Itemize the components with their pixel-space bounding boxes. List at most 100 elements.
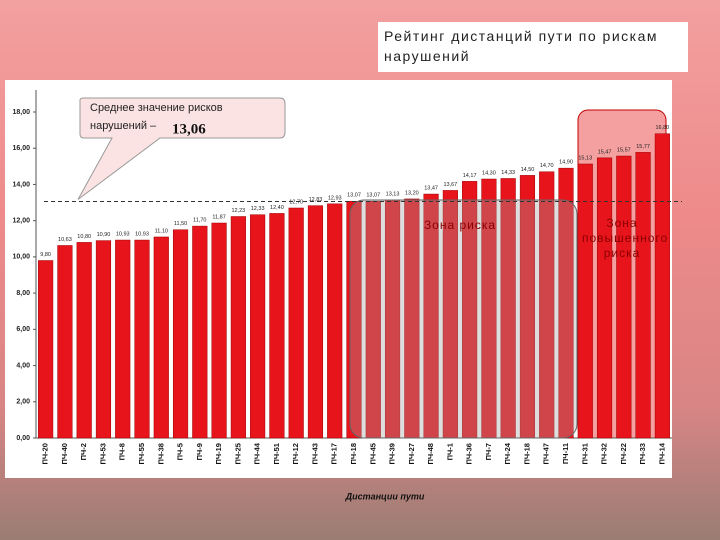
bar: [211, 222, 227, 439]
x-tick-label: ПЧ-19: [214, 443, 223, 465]
x-tick-label: ПЧ-51: [272, 443, 281, 465]
bar: [134, 239, 150, 439]
x-tick-label: ПЧ-32: [600, 443, 609, 465]
bar: [172, 229, 189, 439]
value-label: 14,17: [463, 173, 477, 179]
value-label: 12,33: [251, 206, 265, 212]
x-tick-label: ПЧ-33: [638, 443, 647, 465]
value-label: 12,40: [270, 205, 284, 211]
y-tick-label: 16,00: [12, 145, 30, 152]
x-tick-label: ПЧ-55: [137, 443, 146, 465]
y-tick-label: 2,00: [16, 399, 30, 406]
x-tick-label: ПЧ-17: [330, 443, 339, 465]
y-tick-label: 0,00: [16, 435, 30, 442]
x-tick-label: ПЧ-20: [41, 443, 50, 465]
y-tick-label: 12,00: [12, 218, 30, 225]
value-label: 15,57: [617, 147, 631, 153]
x-tick-label: ПЧ-8: [118, 443, 127, 460]
bar: [327, 203, 343, 439]
y-tick-label: 10,00: [12, 254, 30, 261]
x-tick-label: ПЧ-22: [619, 443, 628, 465]
bar: [596, 157, 613, 439]
value-label: 13,20: [405, 190, 419, 196]
x-tick-label: ПЧ-2: [79, 443, 88, 460]
x-tick-label: ПЧ-14: [657, 442, 666, 464]
zone-label: Зона повышенного риска: [582, 216, 669, 260]
chart-title: Рейтинг дистанций пути по рискам нарушен…: [378, 22, 688, 72]
value-label: 16,80: [655, 125, 669, 131]
x-tick-label: ПЧ-31: [580, 443, 589, 465]
value-label: 15,47: [598, 149, 612, 155]
x-tick-label: ПЧ-53: [98, 443, 107, 465]
bar: [577, 163, 593, 439]
x-tick-label: ПЧ-47: [542, 443, 551, 465]
x-tick-label: ПЧ-1: [445, 443, 454, 460]
bar: [635, 152, 651, 439]
value-label: 10,80: [77, 234, 91, 240]
value-label: 14,30: [482, 170, 496, 176]
value-label: 15,77: [636, 144, 650, 150]
value-label: 14,33: [501, 170, 515, 176]
bar: [57, 245, 73, 439]
value-label: 13,67: [443, 182, 457, 188]
bar: [288, 207, 304, 439]
value-label: 10,90: [97, 232, 111, 238]
x-tick-label: ПЧ-18: [349, 443, 358, 465]
value-label: 10,93: [135, 231, 149, 237]
value-label: 12,83: [309, 197, 323, 203]
bar: [307, 205, 324, 439]
x-tick-label: ПЧ-39: [388, 443, 397, 465]
mean-text: Среднее значение рисков нарушений –: [90, 102, 223, 132]
value-label: 14,50: [521, 167, 535, 173]
mean-text-line: Среднее значение рисков: [90, 102, 223, 114]
value-label: 11,87: [212, 214, 225, 220]
value-label: 14,70: [540, 163, 554, 169]
bar: [250, 214, 266, 439]
value-label: 12,93: [328, 195, 342, 201]
value-label: 13,07: [347, 193, 361, 199]
x-tick-label: ПЧ-25: [233, 443, 242, 465]
bar: [115, 239, 131, 439]
value-label: 10,63: [58, 237, 72, 243]
value-label: 15,13: [578, 155, 592, 161]
mean-text-line: нарушений –: [90, 120, 157, 132]
x-tick-label: ПЧ-12: [291, 443, 300, 465]
bar: [192, 225, 208, 439]
bar: [38, 260, 54, 439]
x-tick-label: ПЧ-7: [484, 443, 493, 460]
value-label: 11,50: [174, 221, 187, 227]
y-tick-label: 4,00: [16, 362, 30, 369]
x-tick-label: ПЧ-43: [310, 443, 319, 465]
y-tick-label: 18,00: [12, 109, 30, 116]
x-tick-label: ПЧ-18: [522, 443, 531, 465]
bar: [95, 240, 112, 439]
risk-zone: [349, 199, 578, 439]
y-tick-label: 8,00: [16, 290, 30, 297]
value-label: 12,23: [231, 208, 245, 214]
x-tick-label: ПЧ-38: [156, 443, 165, 465]
bar: [230, 216, 246, 439]
x-tick-label: ПЧ-27: [407, 443, 416, 465]
value-label: 10,93: [116, 231, 130, 237]
x-tick-label: ПЧ-45: [368, 443, 377, 465]
value-label: 13,07: [366, 193, 380, 199]
bar: [153, 236, 169, 439]
value-label: 11,70: [193, 218, 206, 224]
mean-value-label: 13,06: [172, 121, 206, 137]
y-tick-label: 14,00: [12, 181, 30, 188]
x-axis-title: Дистанции пути: [345, 491, 425, 501]
value-label: 13,47: [424, 185, 438, 191]
x-tick-label: ПЧ-5: [176, 443, 185, 460]
bar: [269, 213, 285, 439]
value-label: 9,80: [40, 252, 51, 258]
y-tick-label: 6,00: [16, 326, 30, 333]
x-tick-label: ПЧ-40: [60, 443, 69, 465]
x-tick-label: ПЧ-11: [561, 443, 570, 464]
bar: [654, 133, 670, 439]
bar: [616, 155, 632, 439]
value-label: 12,70: [289, 199, 303, 205]
x-tick-label: ПЧ-44: [253, 442, 262, 464]
callout: [77, 97, 286, 200]
